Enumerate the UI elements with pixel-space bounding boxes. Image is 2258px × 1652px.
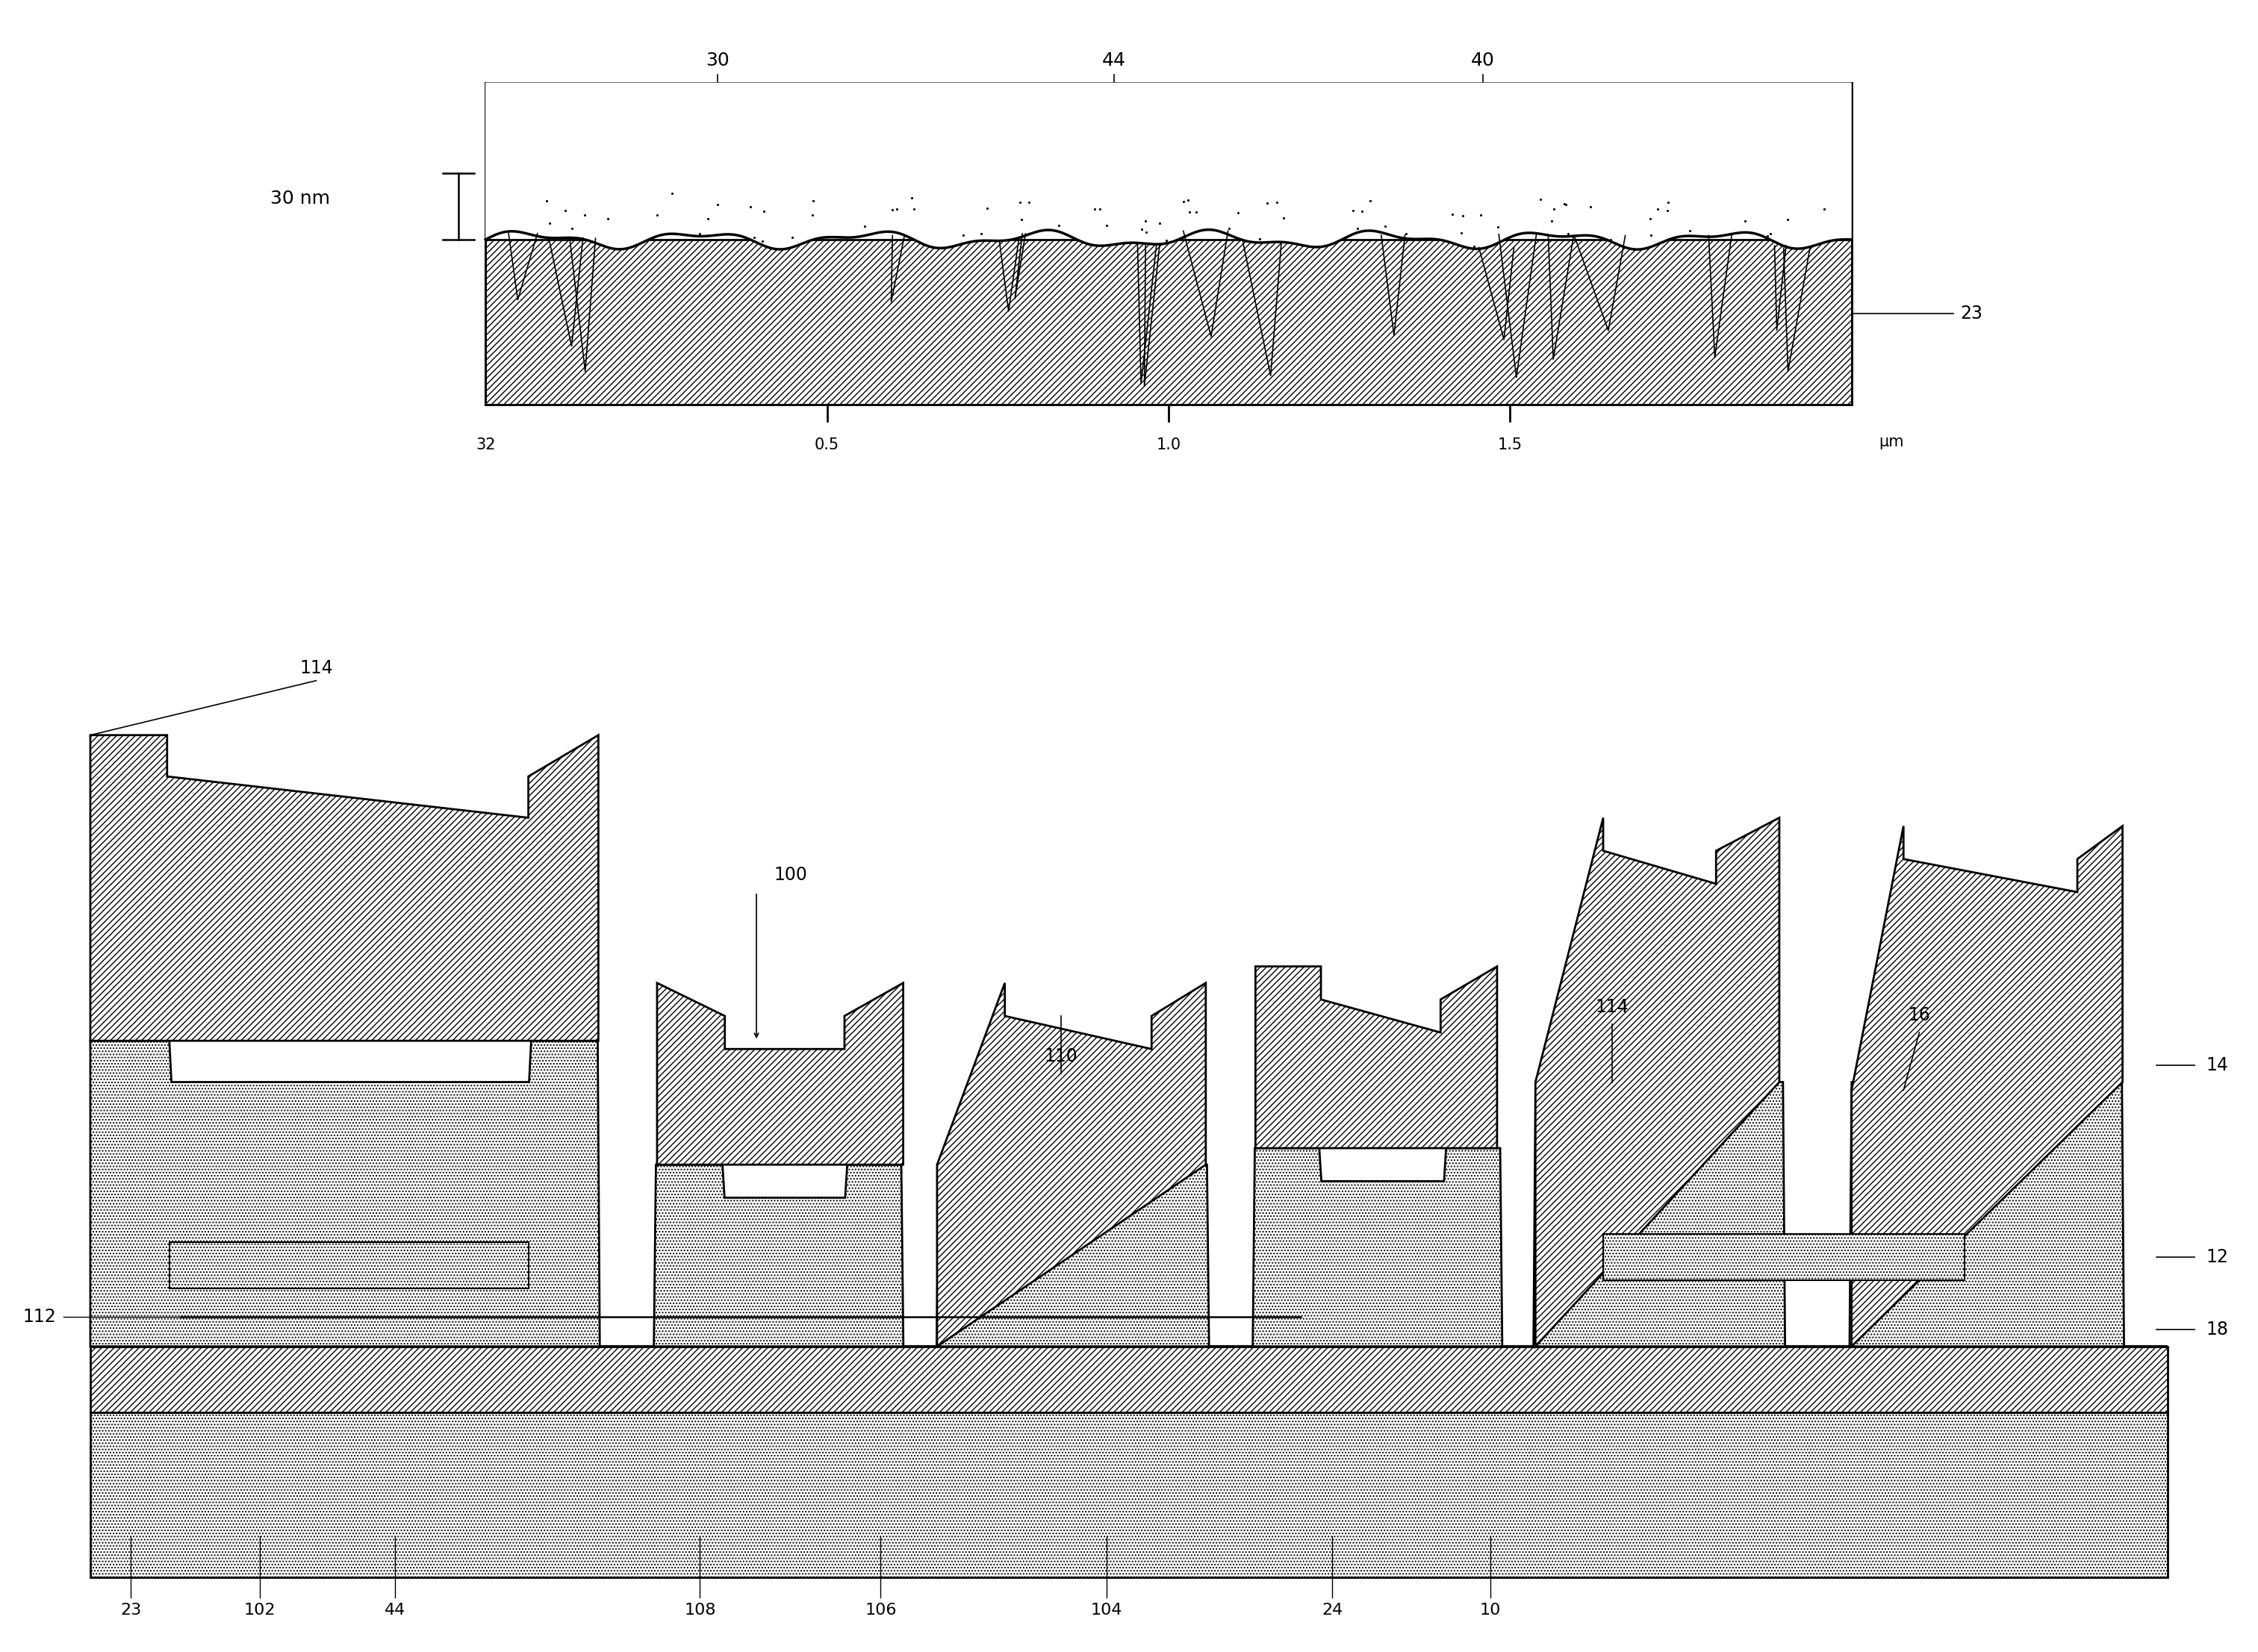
- Text: 30 nm: 30 nm: [271, 190, 330, 206]
- Text: μm: μm: [1879, 434, 1903, 449]
- Polygon shape: [90, 735, 598, 1041]
- Polygon shape: [485, 240, 1852, 405]
- Text: 23: 23: [1960, 306, 1983, 322]
- Polygon shape: [1852, 826, 2123, 1346]
- Text: 114: 114: [1596, 998, 1628, 1016]
- Polygon shape: [1535, 818, 1779, 1346]
- Text: 44: 44: [384, 1602, 406, 1617]
- Polygon shape: [169, 1242, 528, 1289]
- Text: 32: 32: [476, 438, 495, 453]
- Text: 1.5: 1.5: [1497, 438, 1522, 453]
- Polygon shape: [1603, 1234, 1964, 1280]
- Text: 110: 110: [1045, 1047, 1077, 1066]
- Text: 104: 104: [1091, 1602, 1122, 1617]
- Text: 108: 108: [684, 1602, 716, 1617]
- Text: 40: 40: [1470, 51, 1495, 69]
- Text: 0.5: 0.5: [815, 438, 840, 453]
- Text: 102: 102: [244, 1602, 275, 1617]
- Polygon shape: [657, 983, 903, 1165]
- Text: 106: 106: [865, 1602, 896, 1617]
- Text: 16: 16: [1908, 1006, 1931, 1024]
- Text: 24: 24: [1321, 1602, 1344, 1617]
- Text: 14: 14: [2206, 1057, 2229, 1074]
- Text: 1.0: 1.0: [1156, 438, 1181, 453]
- Polygon shape: [1255, 966, 1497, 1148]
- Polygon shape: [90, 1412, 2168, 1578]
- Polygon shape: [937, 983, 1206, 1346]
- Polygon shape: [90, 1041, 2168, 1346]
- Polygon shape: [485, 83, 1852, 249]
- Text: 114: 114: [300, 659, 332, 677]
- Text: 18: 18: [2206, 1322, 2229, 1338]
- Text: 10: 10: [1479, 1602, 1502, 1617]
- Text: 23: 23: [120, 1602, 142, 1617]
- Text: 44: 44: [1102, 51, 1127, 69]
- Text: 112: 112: [23, 1308, 56, 1325]
- Text: 100: 100: [774, 866, 806, 884]
- Text: 12: 12: [2206, 1249, 2229, 1265]
- Text: 30: 30: [707, 51, 729, 69]
- Polygon shape: [90, 1346, 2168, 1412]
